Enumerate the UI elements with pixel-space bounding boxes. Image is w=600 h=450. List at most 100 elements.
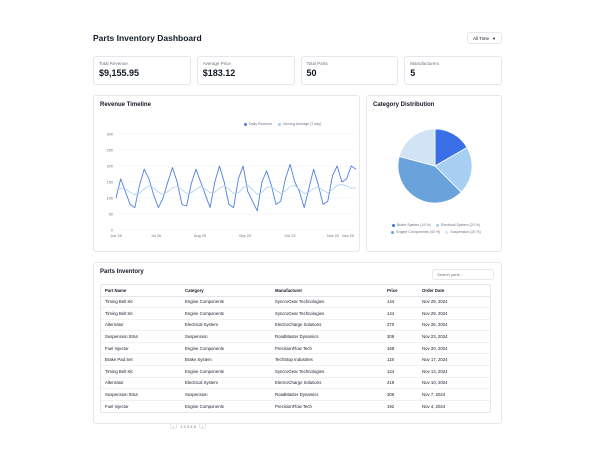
table-cell: RoadMaster Dynamics xyxy=(271,330,383,343)
revenue-timeline-card: Revenue Timeline Daily Revenue Moving Av… xyxy=(93,95,360,252)
legend-label: Electrical System (20 %) xyxy=(440,223,481,227)
revenue-line-chart: 0 50 100 150 200 250 300 Jun 26 Jul 26 Aug 25 Sep … xyxy=(107,133,357,238)
pie-slice xyxy=(397,155,462,204)
table-row[interactable]: Suspension Strut Suspension RoadMaster Dyn… xyxy=(101,330,490,343)
kpi-card-average-price: Average Price $183.12 xyxy=(196,56,295,85)
x-tick-label: Nov 29 xyxy=(342,234,354,238)
legend-item-moving[interactable]: Moving Average (7 day) xyxy=(278,122,321,126)
table-row[interactable]: Timing Belt Kit Engine Components SyncroGe… xyxy=(101,365,490,378)
pie-legend: Brake System (16 %) Electrical System (20… xyxy=(371,223,501,234)
pagination: ‹ 1 2 3 4 5 › xyxy=(170,423,207,429)
series-line-moving-average xyxy=(115,184,357,196)
kpi-card-manufacturers: Manufacturers 5 xyxy=(404,56,502,85)
x-tick-label: Jul 26 xyxy=(151,234,161,238)
table-row[interactable]: Timing Belt Kit Engine Components SyncroGe… xyxy=(101,296,490,309)
table-cell: Nov 29, 2024 xyxy=(418,296,490,309)
table-cell: 219 xyxy=(383,377,418,390)
table-cell: PrecisionFlow Tech xyxy=(271,342,383,355)
table-row[interactable]: Fuel Injector Engine Components PrecisionF… xyxy=(101,400,490,412)
y-tick-label: 250 xyxy=(107,149,113,153)
table-cell: Suspension xyxy=(181,388,271,401)
pie-legend-item[interactable]: Suspension (20 %) xyxy=(445,230,481,234)
column-header-price[interactable]: Price xyxy=(383,285,418,297)
table-cell: PrecisionFlow Tech xyxy=(275,403,312,409)
table-cell: RoadMaster Dynamics xyxy=(271,388,383,401)
table-cell: 309 xyxy=(383,330,418,343)
kpi-value: 5 xyxy=(410,68,416,78)
prev-page-button[interactable]: ‹ xyxy=(170,423,178,429)
table-cell: 124 xyxy=(383,365,418,378)
x-tick-label: Oct 22 xyxy=(284,234,295,238)
table-cell: Nov 13, 2024 xyxy=(418,365,490,378)
table-cell: Suspension Strut xyxy=(101,388,181,401)
parts-inventory-title: Parts Inventory xyxy=(100,269,144,275)
column-header-part-name[interactable]: Part Name xyxy=(101,285,181,297)
kpi-label: Total Revenue xyxy=(99,61,128,66)
legend-swatch xyxy=(445,230,449,234)
table-cell: Nov 20, 2024 xyxy=(418,342,490,355)
revenue-timeline-title: Revenue Timeline xyxy=(100,102,151,108)
table-cell: Suspension Strut xyxy=(101,330,181,343)
table-cell: Fuel Injector xyxy=(105,403,129,409)
table-cell: Nov 17, 2024 xyxy=(418,353,490,367)
table-row[interactable]: Brake Pad Set Brake System TechStop Indust… xyxy=(101,353,490,367)
table-cell: SyncroGear Technologies xyxy=(271,365,383,378)
table-row[interactable]: Timing Belt Kit Engine Components SyncroGe… xyxy=(101,307,490,320)
table-cell: 118 xyxy=(383,353,418,367)
column-header-category[interactable]: Category xyxy=(181,285,271,297)
pie-slice xyxy=(434,146,473,193)
table-cell: Brake Pad Set xyxy=(101,353,181,367)
kpi-label: Total Parts xyxy=(306,61,328,66)
table-cell: 192 xyxy=(387,403,395,409)
table-cell: Electrical System xyxy=(181,377,271,390)
kpi-row: Total Revenue $9,155.95 Average Price $1… xyxy=(93,56,502,85)
pie-legend-item[interactable]: Engine Components (40 %) xyxy=(391,230,440,234)
time-range-dropdown[interactable]: All Time ▼ xyxy=(467,32,502,44)
column-header-manufacturer[interactable]: Manufacturer xyxy=(271,285,383,297)
table-cell: Nov 4, 2024 xyxy=(422,403,446,409)
y-tick-label: 300 xyxy=(107,133,113,137)
search-input[interactable] xyxy=(432,269,494,280)
table-cell: Engine Components xyxy=(185,403,224,409)
parts-inventory-card: Parts Inventory Part Name Category Manuf… xyxy=(93,262,502,424)
legend-label: Suspension (20 %) xyxy=(450,230,481,234)
column-header-order-date[interactable]: Order Date xyxy=(418,285,490,297)
header: Parts Inventory Dashboard All Time ▼ xyxy=(93,30,502,46)
legend-item-daily[interactable]: Daily Revenue xyxy=(244,122,272,126)
category-distribution-title: Category Distribution xyxy=(373,102,435,108)
table-row[interactable]: Suspension Strut Suspension RoadMaster Dyn… xyxy=(101,388,490,401)
time-range-label: All Time xyxy=(473,35,490,41)
legend-label: Moving Average (7 day) xyxy=(283,122,322,126)
table-row[interactable]: Alternator Electrical System ElectroCharge… xyxy=(101,377,490,390)
table-cell: Engine Components xyxy=(181,342,271,355)
table-cell: Fuel Injector xyxy=(101,342,181,355)
pie-legend-item[interactable]: Brake System (16 %) xyxy=(391,223,431,227)
pagination-label: 1 2 3 4 5 xyxy=(180,423,196,429)
category-distribution-card: Category Distribution Brake System (16 %… xyxy=(366,95,502,252)
kpi-card-total-parts: Total Parts 50 xyxy=(300,56,399,85)
x-tick-label: Nov 20 xyxy=(327,234,339,238)
table-cell: SyncroGear Technologies xyxy=(271,307,383,320)
table-row[interactable]: Alternator Electrical System ElectroCharge… xyxy=(101,319,490,332)
legend-swatch xyxy=(435,223,439,227)
y-tick-label: 100 xyxy=(107,197,113,201)
table-cell: Engine Components xyxy=(181,307,271,320)
table-cell: Nov 7, 2024 xyxy=(418,388,490,401)
table-body: Timing Belt Kit Engine Components SyncroGe… xyxy=(101,296,490,412)
pie-legend-item[interactable]: Electrical System (20 %) xyxy=(435,223,481,227)
table-row[interactable]: Fuel Injector Engine Components PrecisionF… xyxy=(101,342,490,355)
x-tick-label: Aug 25 xyxy=(194,234,206,238)
table-cell: Nov 10, 2024 xyxy=(418,377,490,390)
legend-label: Engine Components (40 %) xyxy=(396,230,441,234)
table-cell: 305 xyxy=(383,388,418,401)
category-pie-chart xyxy=(397,128,473,204)
parts-table: Part Name Category Manufacturer Price Or… xyxy=(100,284,491,413)
table-cell: 144 xyxy=(383,307,418,320)
page-title: Parts Inventory Dashboard xyxy=(93,33,202,43)
next-page-button[interactable]: › xyxy=(198,423,207,429)
table-cell: ElectroCharge Solutions xyxy=(271,377,383,390)
table-cell: Timing Belt Kit xyxy=(101,365,181,378)
legend-label: Daily Revenue xyxy=(249,122,273,126)
table-cell: Alternator xyxy=(101,377,181,390)
table-cell: Engine Components xyxy=(181,296,271,309)
